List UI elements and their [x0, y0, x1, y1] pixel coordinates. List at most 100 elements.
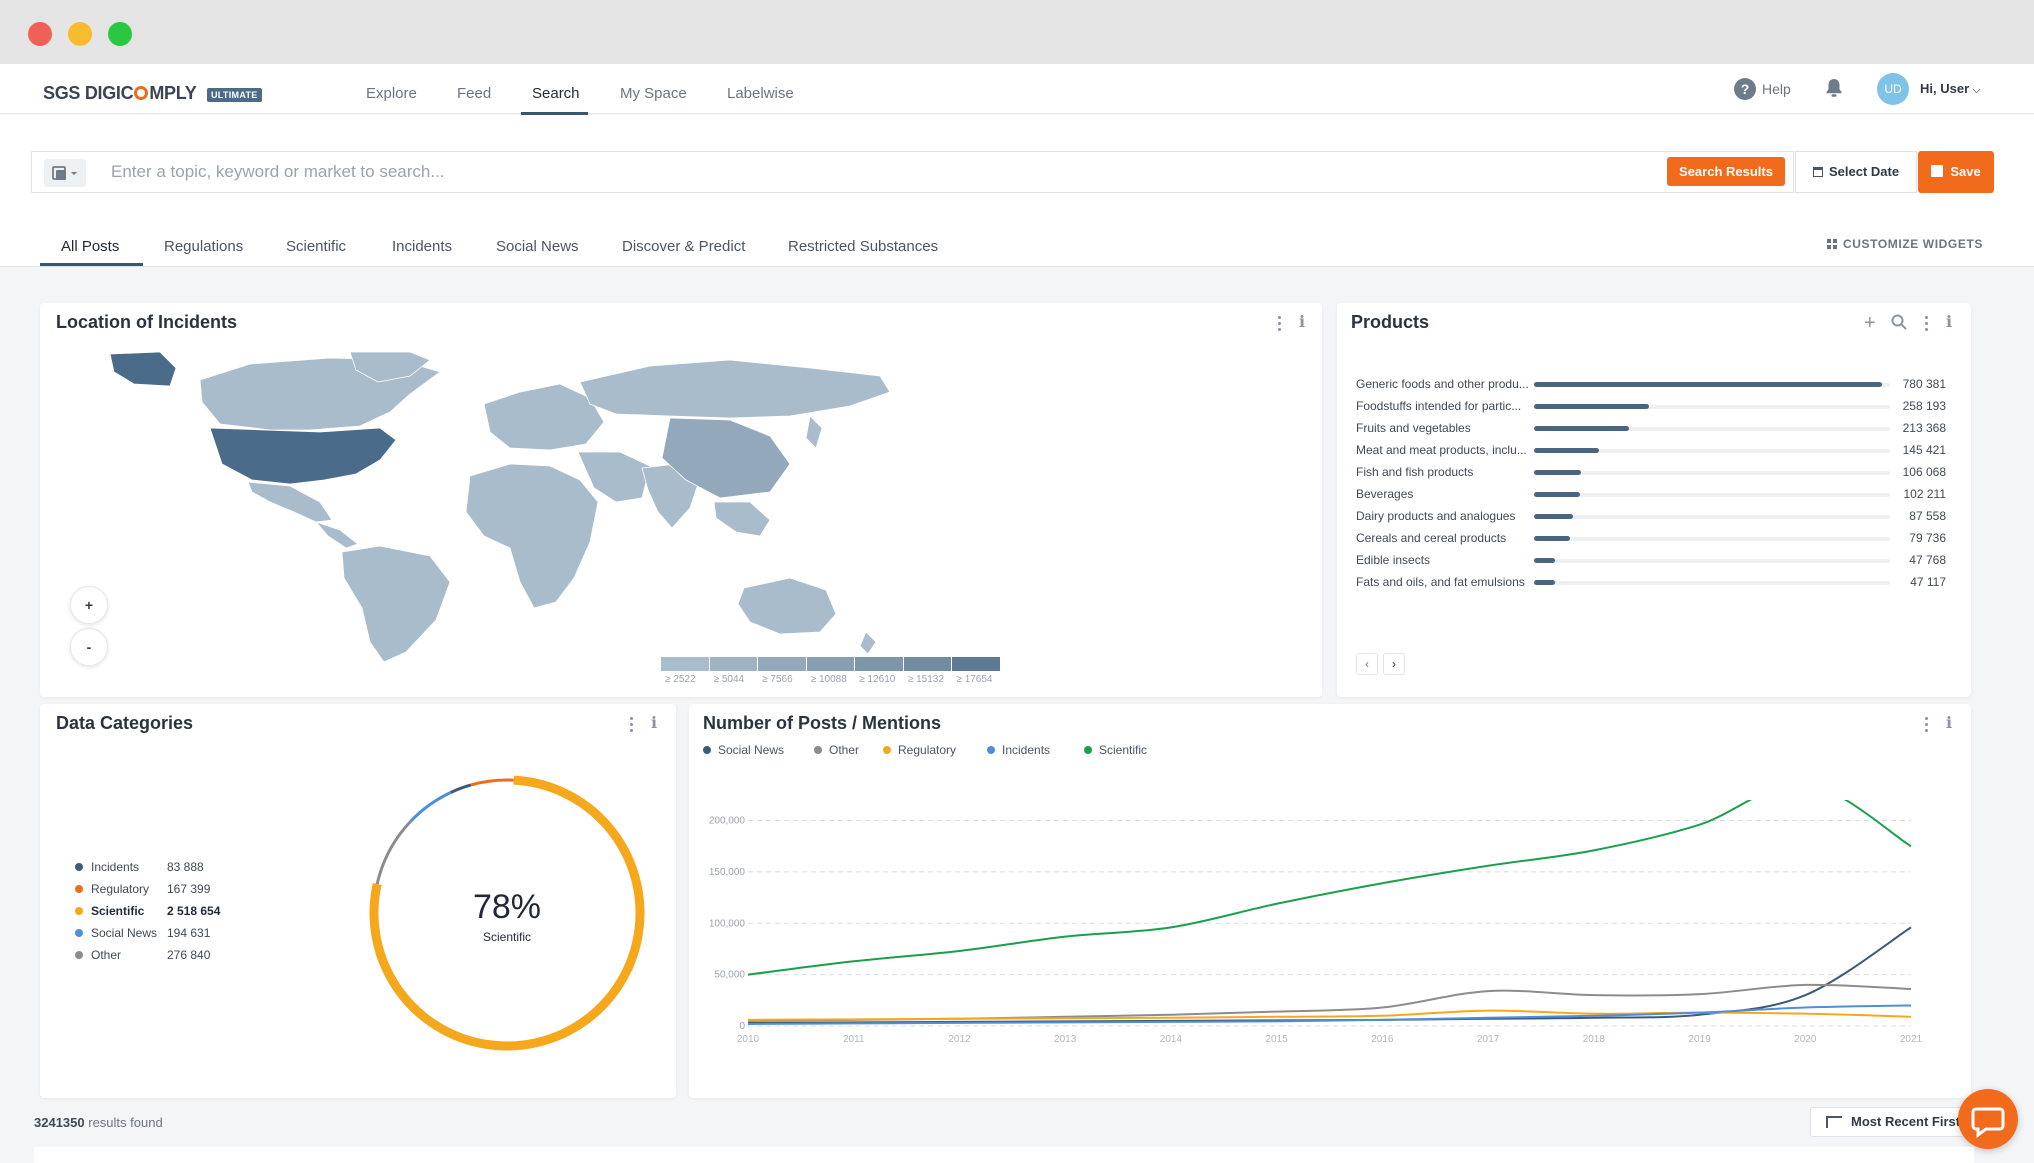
chevron-down-icon: ⌵: [1972, 85, 1981, 96]
map-region-central-america: [314, 521, 359, 549]
series-line-social-news[interactable]: [747, 926, 1912, 1024]
x-tick-label: 2020: [1794, 1034, 1817, 1045]
legend-dot: [75, 929, 83, 937]
series-line-regulatory[interactable]: [747, 1009, 1912, 1021]
nav-my-space[interactable]: My Space: [620, 85, 687, 102]
sort-dropdown[interactable]: Most Recent First: [1810, 1107, 1965, 1137]
nav-explore[interactable]: Explore: [366, 85, 417, 102]
donut-slice-incidents[interactable]: [450, 783, 472, 794]
tab-incidents[interactable]: Incidents: [392, 238, 453, 255]
map-zoom-in-button[interactable]: +: [70, 586, 108, 624]
map-region-alaska: [110, 352, 177, 387]
map-region-russia: [579, 359, 891, 419]
tab-social-news[interactable]: Social News: [496, 238, 579, 255]
product-row[interactable]: Fish and fish products 106 068: [1356, 463, 1946, 483]
customize-widgets-button[interactable]: CUSTOMIZE WIDGETS: [1827, 237, 1983, 251]
products-info-icon[interactable]: i: [1946, 312, 1953, 331]
category-value: 276 840: [167, 948, 211, 962]
posts-legend-item[interactable]: Incidents: [987, 743, 1050, 757]
posts-legend-item[interactable]: Regulatory: [883, 743, 956, 757]
brand-logo[interactable]: SGS DIGIC MPLY: [43, 83, 197, 104]
save-button[interactable]: Save: [1918, 151, 1994, 193]
tab-all-posts[interactable]: All Posts: [61, 238, 120, 255]
products-menu-icon[interactable]: [1925, 316, 1929, 332]
nav-search[interactable]: Search: [532, 85, 580, 102]
category-legend-item[interactable]: Incidents 83 888: [75, 860, 204, 874]
close-window-button[interactable]: [28, 22, 52, 46]
series-line-other[interactable]: [747, 983, 1912, 1022]
donut-slice-scientific[interactable]: [369, 775, 645, 1051]
results-summary: 3241350 results found: [34, 1115, 163, 1130]
tab-discover-predict[interactable]: Discover & Predict: [622, 238, 746, 255]
help-link[interactable]: Help: [1762, 81, 1791, 97]
select-date-button[interactable]: Select Date: [1795, 151, 1917, 193]
nav-feed[interactable]: Feed: [457, 85, 492, 102]
map-region-middle-east: [577, 451, 651, 503]
help-icon[interactable]: ?: [1734, 78, 1756, 100]
product-row[interactable]: Fats and oils, and fat emulsions 47 117: [1356, 573, 1946, 593]
product-value: 145 421: [1902, 443, 1946, 457]
avatar[interactable]: UD: [1877, 73, 1909, 105]
map-zoom-out-button[interactable]: -: [70, 628, 108, 666]
product-label: Edible insects: [1356, 553, 1431, 567]
maximize-window-button[interactable]: [108, 22, 132, 46]
donut-slice-regulatory[interactable]: [470, 778, 514, 787]
product-bar: [1534, 426, 1630, 431]
product-row[interactable]: Meat and meat products, inclu... 145 421: [1356, 441, 1946, 461]
category-legend-item[interactable]: Other 276 840: [75, 948, 210, 962]
minimize-window-button[interactable]: [68, 22, 92, 46]
posts-legend-item[interactable]: Social News: [703, 743, 784, 757]
map-region-japan: [805, 415, 823, 449]
tab-scientific[interactable]: Scientific: [286, 238, 347, 255]
product-bar: [1534, 536, 1570, 541]
results-list-top: [34, 1147, 1974, 1163]
category-legend-item[interactable]: Scientific 2 518 654: [75, 904, 220, 918]
product-row[interactable]: Generic foods and other produ... 780 381: [1356, 375, 1946, 395]
map-menu-icon[interactable]: [1278, 316, 1282, 332]
donut-slice-social-news[interactable]: [409, 791, 452, 823]
product-row[interactable]: Dairy products and analogues 87 558: [1356, 507, 1946, 527]
tab-regulations[interactable]: Regulations: [164, 238, 244, 255]
scale-label: ≥ 2522: [665, 674, 696, 685]
tab-restricted-substances[interactable]: Restricted Substances: [788, 238, 939, 255]
user-menu[interactable]: Hi, User ⌵: [1920, 81, 1980, 96]
products-prev-button[interactable]: ‹: [1356, 653, 1378, 675]
source-filter-dropdown[interactable]: [44, 159, 86, 187]
series-line-scientific[interactable]: [747, 800, 1912, 976]
add-icon[interactable]: +: [1864, 312, 1876, 334]
categories-info-icon[interactable]: i: [651, 713, 658, 732]
product-row[interactable]: Edible insects 47 768: [1356, 551, 1946, 571]
product-row[interactable]: Cereals and cereal products 79 736: [1356, 529, 1946, 549]
posts-menu-icon[interactable]: [1925, 717, 1929, 733]
products-next-button[interactable]: ›: [1383, 653, 1405, 675]
posts-legend-item[interactable]: Other: [814, 743, 859, 757]
product-bar: [1534, 492, 1580, 497]
product-track: [1534, 537, 1890, 541]
search-results-button[interactable]: Search Results: [1667, 157, 1785, 186]
window-titlebar: [0, 0, 2034, 64]
world-map[interactable]: [110, 352, 910, 662]
bell-icon[interactable]: [1825, 78, 1843, 98]
results-count: 3241350: [34, 1115, 85, 1130]
posts-info-icon[interactable]: i: [1946, 713, 1953, 732]
posts-legend-item[interactable]: Scientific: [1084, 743, 1147, 757]
posts-line-chart: 0 50,000 100,000 150,000 200,000 2010 2011 2012…: [709, 800, 1923, 1045]
categories-menu-icon[interactable]: [630, 717, 634, 733]
category-legend-item[interactable]: Regulatory 167 399: [75, 882, 210, 896]
map-info-icon[interactable]: i: [1299, 312, 1306, 331]
donut-center-label: Scientific: [482, 930, 532, 944]
donut-slice-other[interactable]: [375, 820, 412, 885]
chat-button[interactable]: [1958, 1089, 2018, 1149]
legend-label: Scientific: [1099, 743, 1148, 757]
nav-labelwise[interactable]: Labelwise: [727, 85, 794, 102]
x-tick-label: 2010: [737, 1034, 760, 1045]
product-row[interactable]: Beverages 102 211: [1356, 485, 1946, 505]
search-icon[interactable]: [1891, 314, 1907, 330]
category-legend-item[interactable]: Social News 194 631: [75, 926, 210, 940]
series-line-incidents[interactable]: [747, 1004, 1912, 1025]
legend-dot: [883, 746, 891, 754]
scale-swatch: [758, 657, 806, 671]
search-input[interactable]: Enter a topic, keyword or market to sear…: [111, 162, 445, 181]
product-row[interactable]: Fruits and vegetables 213 368: [1356, 419, 1946, 439]
product-row[interactable]: Foodstuffs intended for partic... 258 193: [1356, 397, 1946, 417]
